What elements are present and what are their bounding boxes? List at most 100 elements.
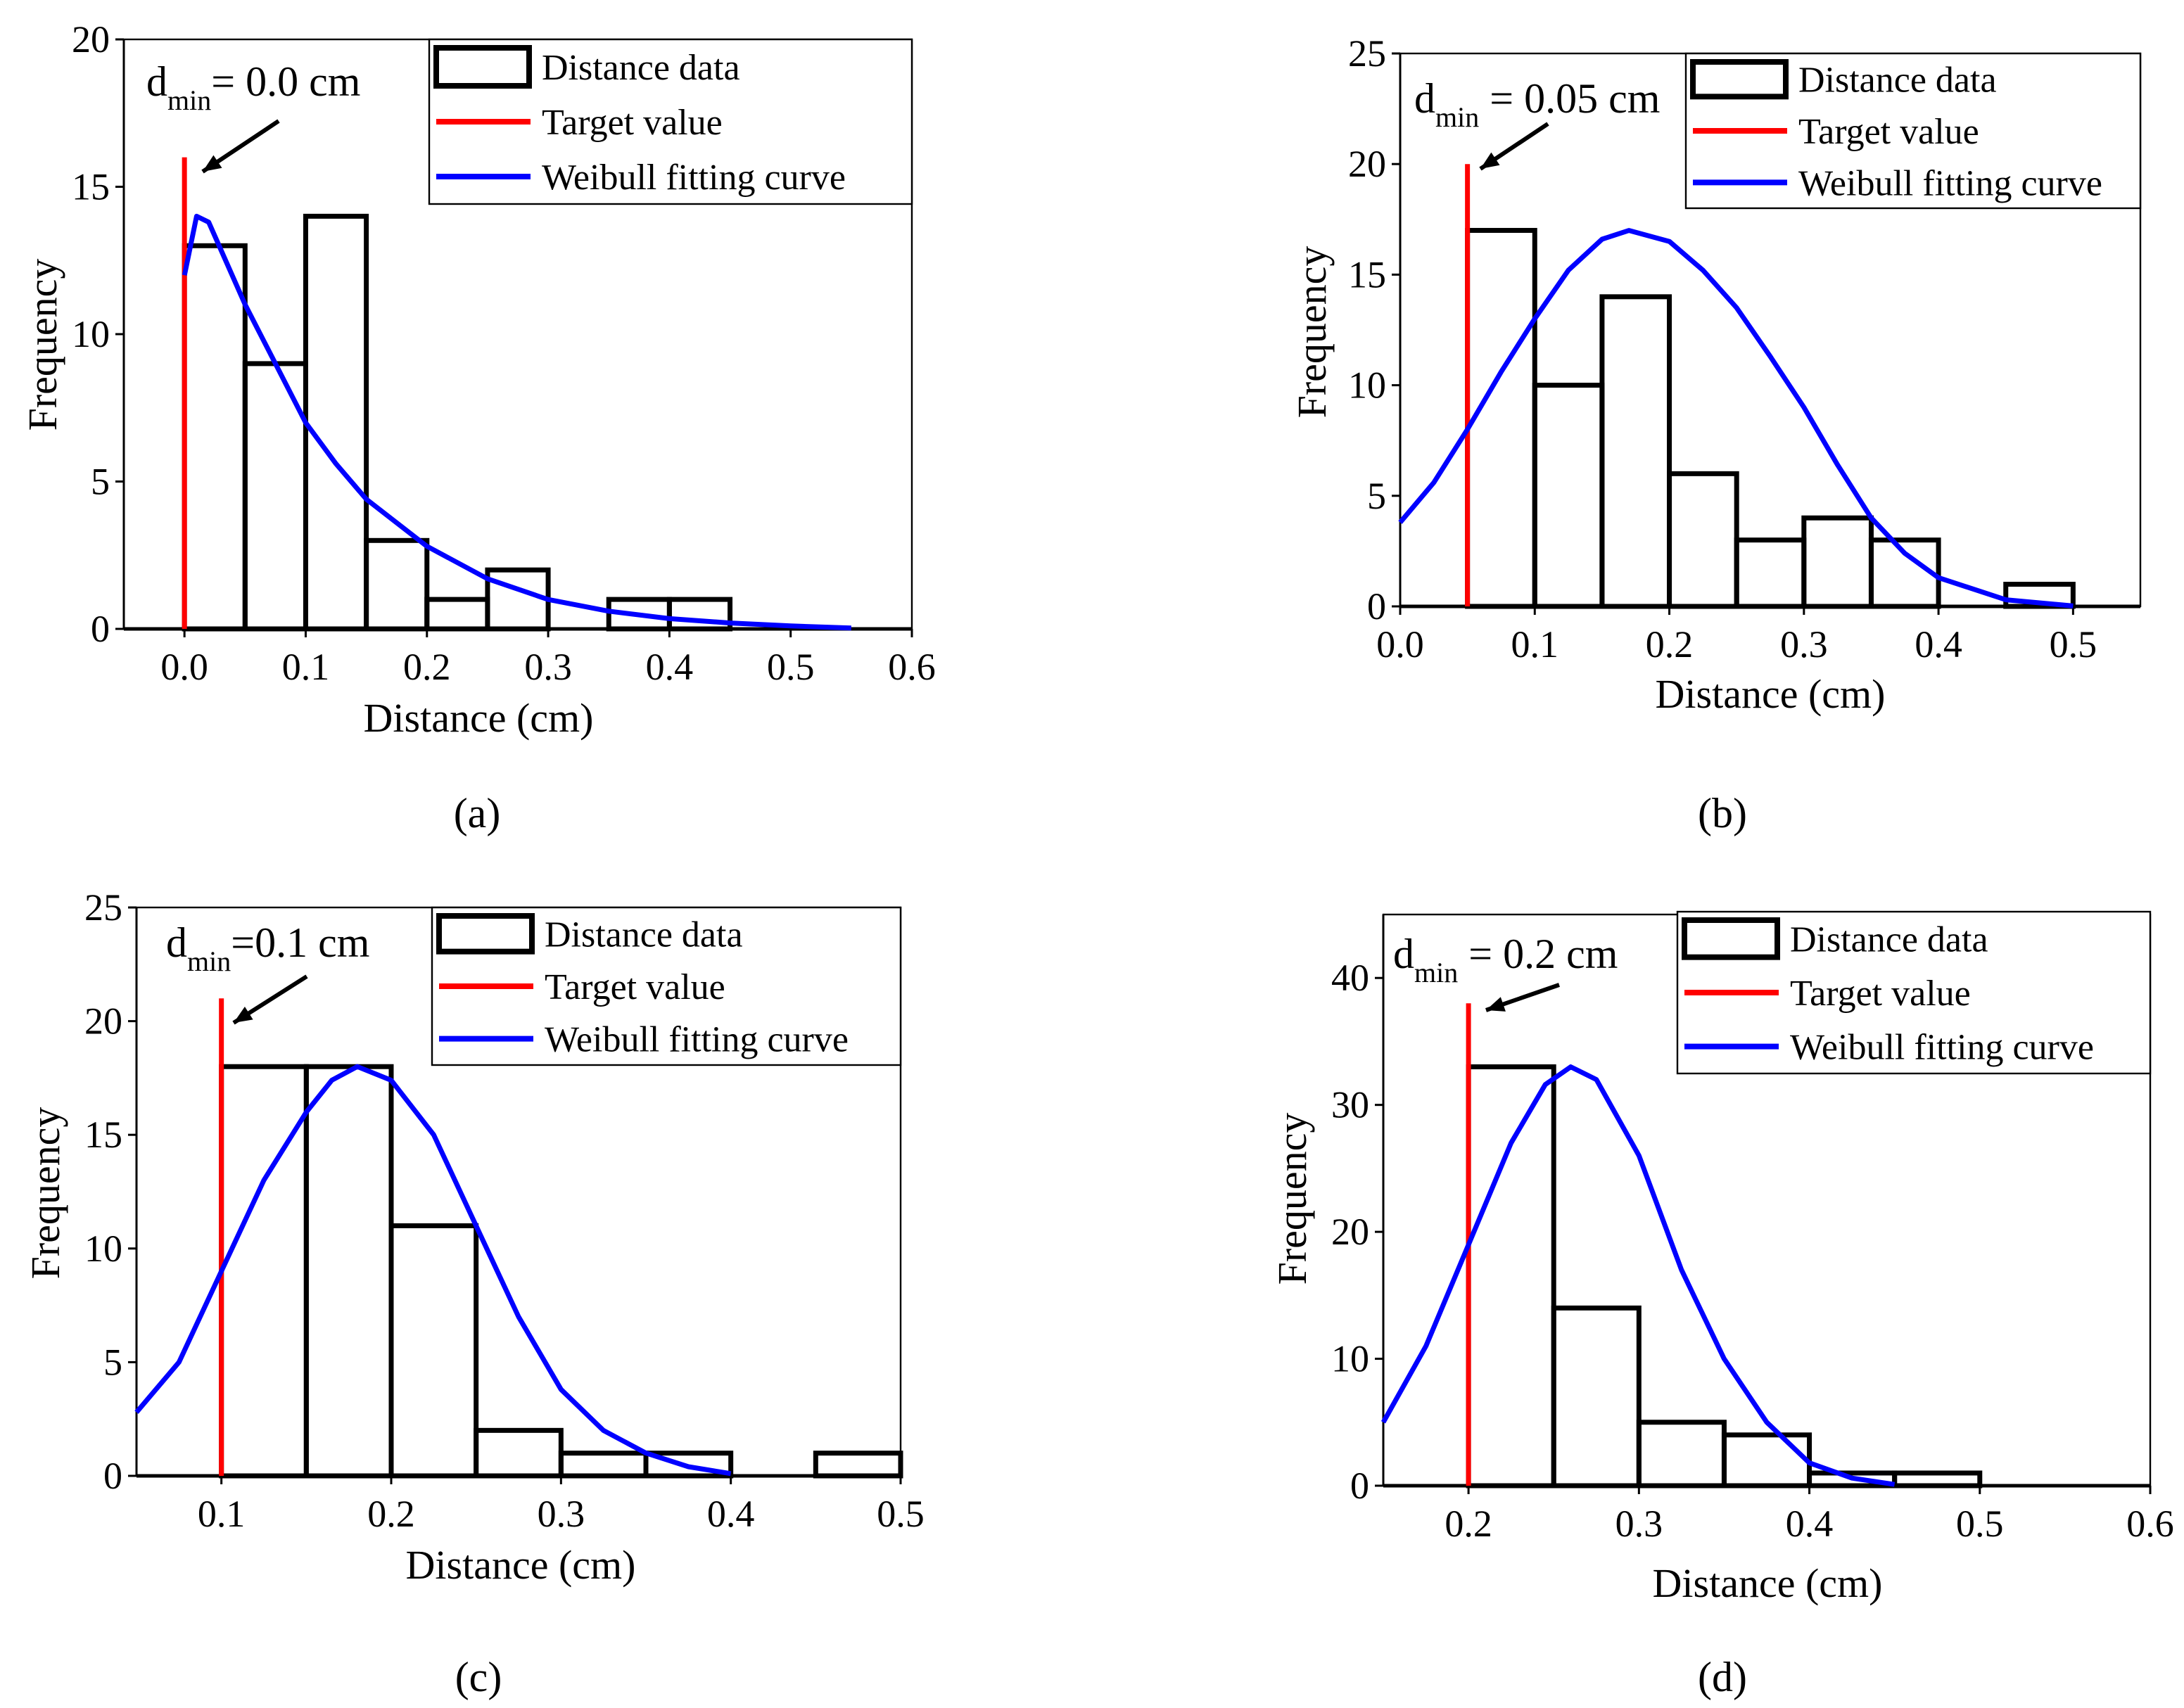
y-tick-label: 20	[1348, 143, 1386, 185]
panel-caption: (a)	[454, 790, 501, 836]
legend-label: Weibull fitting curve	[542, 158, 846, 198]
x-tick-label: 0.4	[707, 1493, 755, 1535]
weibull-fit-curve	[1398, 228, 2074, 608]
histogram-bar	[1667, 471, 1739, 609]
x-tick-label: 0.5	[2050, 623, 2097, 665]
y-tick-label: 0	[103, 1455, 122, 1497]
y-tick-label: 20	[84, 1000, 122, 1043]
annotation-subscript: min	[1414, 957, 1458, 988]
dmin-annotation: dmin= 0.0 cm	[146, 58, 360, 116]
dmin-annotation: dmin = 0.05 cm	[1414, 75, 1660, 133]
histogram-bar	[1532, 383, 1605, 609]
panel-caption: (c)	[455, 1654, 502, 1700]
annotation-value: = 0.0 cm	[211, 58, 360, 105]
weibull-fit-curve	[1380, 1064, 1896, 1487]
legend-label: Distance data	[1790, 919, 1988, 960]
y-tick-label: 10	[1331, 1338, 1369, 1380]
weibull-fit-curve	[134, 1064, 732, 1477]
y-axis-label: Frequency	[1269, 1113, 1315, 1285]
panel-caption: (d)	[1698, 1654, 1747, 1700]
y-tick-label: 15	[84, 1114, 122, 1156]
histogram-bar	[474, 1427, 564, 1479]
x-tick-label: 0.5	[1956, 1503, 2004, 1545]
legend-label: Target value	[1790, 974, 1971, 1014]
y-axis-label: Frequency	[23, 1107, 68, 1280]
y-tick-label: 20	[1331, 1211, 1369, 1253]
y-axis-label: Frequency	[20, 259, 65, 431]
legend-swatch-bars	[436, 913, 535, 955]
y-tick-label: 20	[72, 18, 110, 60]
legend-label: Distance data	[542, 48, 740, 88]
legend-swatch-bars	[1690, 59, 1789, 100]
histogram-bar	[813, 1451, 903, 1479]
histogram-bar	[388, 1223, 479, 1479]
x-tick-label: 0.2	[367, 1493, 415, 1535]
histogram-bar	[364, 537, 430, 632]
histogram-bar	[182, 243, 248, 632]
arrow-head-icon	[1486, 997, 1506, 1012]
histogram-bar	[643, 1451, 734, 1479]
annotation-value: =0.1 cm	[231, 919, 369, 966]
histogram-bar	[1599, 294, 1672, 609]
y-tick-label: 10	[72, 313, 110, 355]
annotation-value: = 0.05 cm	[1479, 75, 1660, 122]
legend-swatch-bars	[433, 45, 532, 89]
histogram-bar	[1892, 1470, 1983, 1489]
annotation-symbol: d	[1414, 75, 1435, 122]
x-tick-label: 0.6	[888, 646, 936, 688]
histogram-bar	[666, 597, 733, 632]
x-tick-label: 0.4	[1915, 623, 1962, 665]
histogram-bar	[1636, 1420, 1727, 1489]
x-tick-label: 0.3	[524, 646, 572, 688]
dmin-annotation: dmin = 0.2 cm	[1393, 931, 1618, 988]
histogram-bar	[303, 213, 369, 632]
x-tick-label: 0.0	[1376, 623, 1424, 665]
y-tick-label: 40	[1331, 957, 1369, 999]
legend-label: Target value	[1798, 112, 1979, 152]
x-axis-label: Distance (cm)	[1656, 671, 1886, 717]
histogram-bar	[1465, 228, 1537, 609]
y-tick-label: 25	[84, 886, 122, 929]
y-tick-label: 5	[91, 461, 110, 503]
y-tick-label: 10	[84, 1228, 122, 1270]
x-tick-label: 0.2	[403, 646, 451, 688]
x-tick-label: 0.4	[1786, 1503, 1834, 1545]
x-axis-label: Distance (cm)	[1653, 1560, 1883, 1606]
x-tick-label: 0.3	[1780, 623, 1828, 665]
x-tick-label: 0.3	[538, 1493, 585, 1535]
annotation-subscript: min	[187, 945, 231, 977]
y-tick-label: 15	[72, 166, 110, 208]
y-tick-label: 25	[1348, 32, 1386, 75]
arrow-head-icon	[234, 1006, 253, 1023]
y-tick-label: 5	[1367, 475, 1386, 517]
y-tick-label: 0	[91, 608, 110, 650]
histogram-bar	[303, 1064, 394, 1479]
x-tick-label: 0.1	[282, 646, 330, 688]
x-tick-label: 0.6	[2126, 1503, 2174, 1545]
histogram-bar	[485, 567, 551, 632]
annotation-value: = 0.2 cm	[1458, 931, 1618, 977]
x-tick-label: 0.3	[1615, 1503, 1663, 1545]
histogram-bar	[1801, 515, 1874, 609]
legend-label: Target value	[542, 103, 723, 143]
chart-panel-b: 0.0 0.1 0.2 0.3 0.4 0.5 0 5 10 15 20 25 Distance (cm…	[1289, 32, 2142, 836]
y-tick-label: 5	[103, 1341, 122, 1383]
x-tick-label: 0.5	[877, 1493, 925, 1535]
annotation-symbol: d	[1393, 931, 1414, 977]
dmin-annotation: dmin=0.1 cm	[166, 919, 369, 977]
histogram-bar	[1466, 1064, 1556, 1489]
histogram-bar	[1551, 1305, 1642, 1489]
legend-swatch-bars	[1682, 917, 1780, 960]
panel-caption: (b)	[1698, 790, 1747, 836]
x-tick-label: 0.0	[160, 646, 208, 688]
y-axis-label: Frequency	[1289, 246, 1335, 419]
x-tick-label: 0.2	[1646, 623, 1694, 665]
x-tick-label: 0.1	[1511, 623, 1559, 665]
legend-label: Distance data	[545, 914, 743, 955]
histogram-bar	[558, 1451, 649, 1479]
x-axis-label: Distance (cm)	[364, 695, 594, 741]
legend-label: Weibull fitting curve	[1798, 163, 2102, 203]
histogram-bar	[2003, 582, 2076, 609]
histogram-bar	[1721, 1432, 1812, 1489]
